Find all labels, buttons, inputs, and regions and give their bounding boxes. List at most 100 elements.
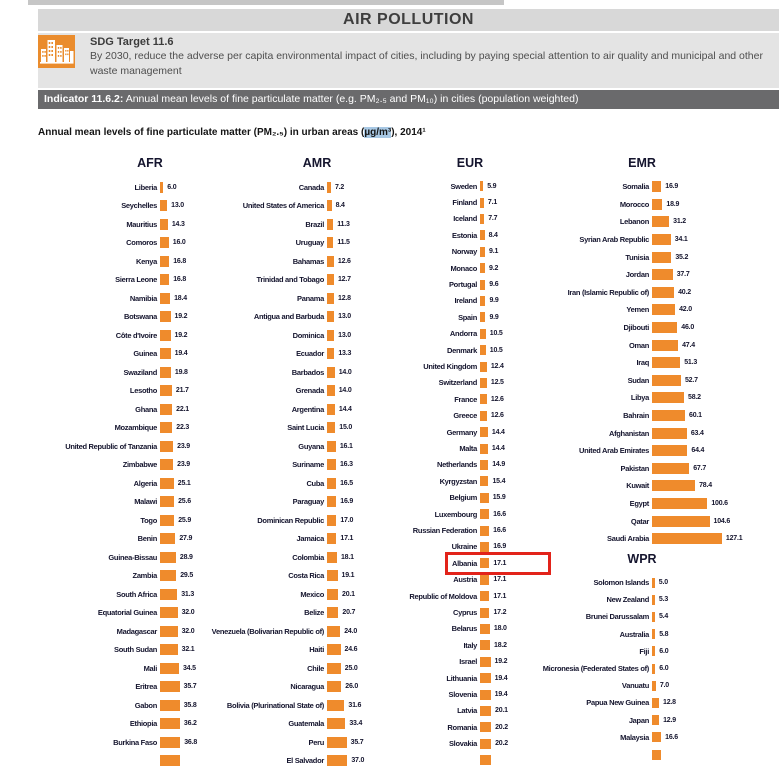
country-label: Vanuatu xyxy=(622,681,649,690)
country-label: Côte d'Ivoire xyxy=(116,331,157,340)
country-label: Iran (Islamic Republic of) xyxy=(568,288,649,297)
value-bar xyxy=(327,644,341,655)
country-label: Dominican Republic xyxy=(257,516,324,525)
value-label: 12.5 xyxy=(491,379,504,386)
value-bar xyxy=(652,578,655,588)
country-label: Canada xyxy=(299,183,324,192)
value-label: 17.1 xyxy=(493,593,506,600)
country-label: Sweden xyxy=(450,182,477,191)
indicator-bar: Indicator 11.6.2: Annual mean levels of … xyxy=(38,90,779,109)
country-label: Papua New Guinea xyxy=(586,698,649,707)
value-label: 16.5 xyxy=(340,480,353,487)
value-label: 9.6 xyxy=(489,281,498,288)
country-label: Panama xyxy=(297,294,324,303)
country-label: Tunisia xyxy=(625,253,649,262)
value-label: 12.8 xyxy=(663,699,676,706)
country-label: Gabon xyxy=(135,701,157,710)
value-bar xyxy=(652,234,671,245)
value-bar xyxy=(327,626,340,637)
value-label: 9.9 xyxy=(489,314,498,321)
value-bar xyxy=(480,214,484,224)
value-bar xyxy=(480,230,485,240)
country-label: Saudi Arabia xyxy=(607,534,649,543)
country-label: Morocco xyxy=(620,200,649,209)
value-label: 21.7 xyxy=(176,387,189,394)
value-bar xyxy=(327,404,335,415)
value-label: 9.9 xyxy=(489,297,498,304)
country-label: Guinea xyxy=(133,349,157,358)
value-label: 23.9 xyxy=(177,461,190,468)
subtitle-post: ), 2014¹ xyxy=(391,127,425,138)
value-bar xyxy=(160,718,180,729)
value-label: 32.1 xyxy=(182,646,195,653)
value-label: 16.3 xyxy=(340,461,353,468)
value-label: 10.5 xyxy=(490,330,503,337)
value-label: 14.4 xyxy=(339,406,352,413)
country-label: Mali xyxy=(144,664,157,673)
country-label: Japan xyxy=(629,716,649,725)
region-header-afr: AFR xyxy=(90,156,210,174)
country-label: Burkina Faso xyxy=(113,738,157,747)
value-bar xyxy=(480,247,485,257)
value-bar xyxy=(652,304,675,315)
value-bar xyxy=(327,700,344,711)
region-header-amr: AMR xyxy=(257,156,377,174)
value-label: 31.3 xyxy=(181,591,194,598)
country-row: Bolivia (Plurinational State of)31.6 xyxy=(197,696,432,715)
country-label: Jordan xyxy=(626,270,649,279)
value-label: 5.0 xyxy=(659,579,668,586)
country-label: Liberia xyxy=(135,183,158,192)
value-bar xyxy=(160,237,169,248)
country-label: Eritrea xyxy=(135,682,157,691)
value-label: 13.0 xyxy=(338,332,351,339)
value-label: 5.3 xyxy=(659,596,668,603)
country-label: Ecuador xyxy=(296,349,324,358)
value-label: 17.1 xyxy=(340,535,353,542)
value-bar xyxy=(480,624,490,634)
value-label: 20.1 xyxy=(342,591,355,598)
value-bar xyxy=(327,182,331,193)
value-bar xyxy=(652,463,689,474)
country-label: Venezuela (Bolivarian Republic of) xyxy=(212,627,324,636)
subtitle-pre: Annual mean levels of fine particulate m… xyxy=(38,127,364,138)
value-label: 23.9 xyxy=(177,443,190,450)
country-label: Andorra xyxy=(450,329,477,338)
value-bar xyxy=(327,570,338,581)
country-label: Kyrgyzstan xyxy=(440,477,477,486)
value-bar xyxy=(652,595,655,605)
country-label: Grenada xyxy=(296,386,324,395)
value-bar xyxy=(160,533,175,544)
value-label: 12.6 xyxy=(491,396,504,403)
country-label: Oman xyxy=(629,341,649,350)
value-bar xyxy=(480,394,487,404)
value-label: 10.5 xyxy=(490,347,503,354)
country-label: South Africa xyxy=(116,590,157,599)
